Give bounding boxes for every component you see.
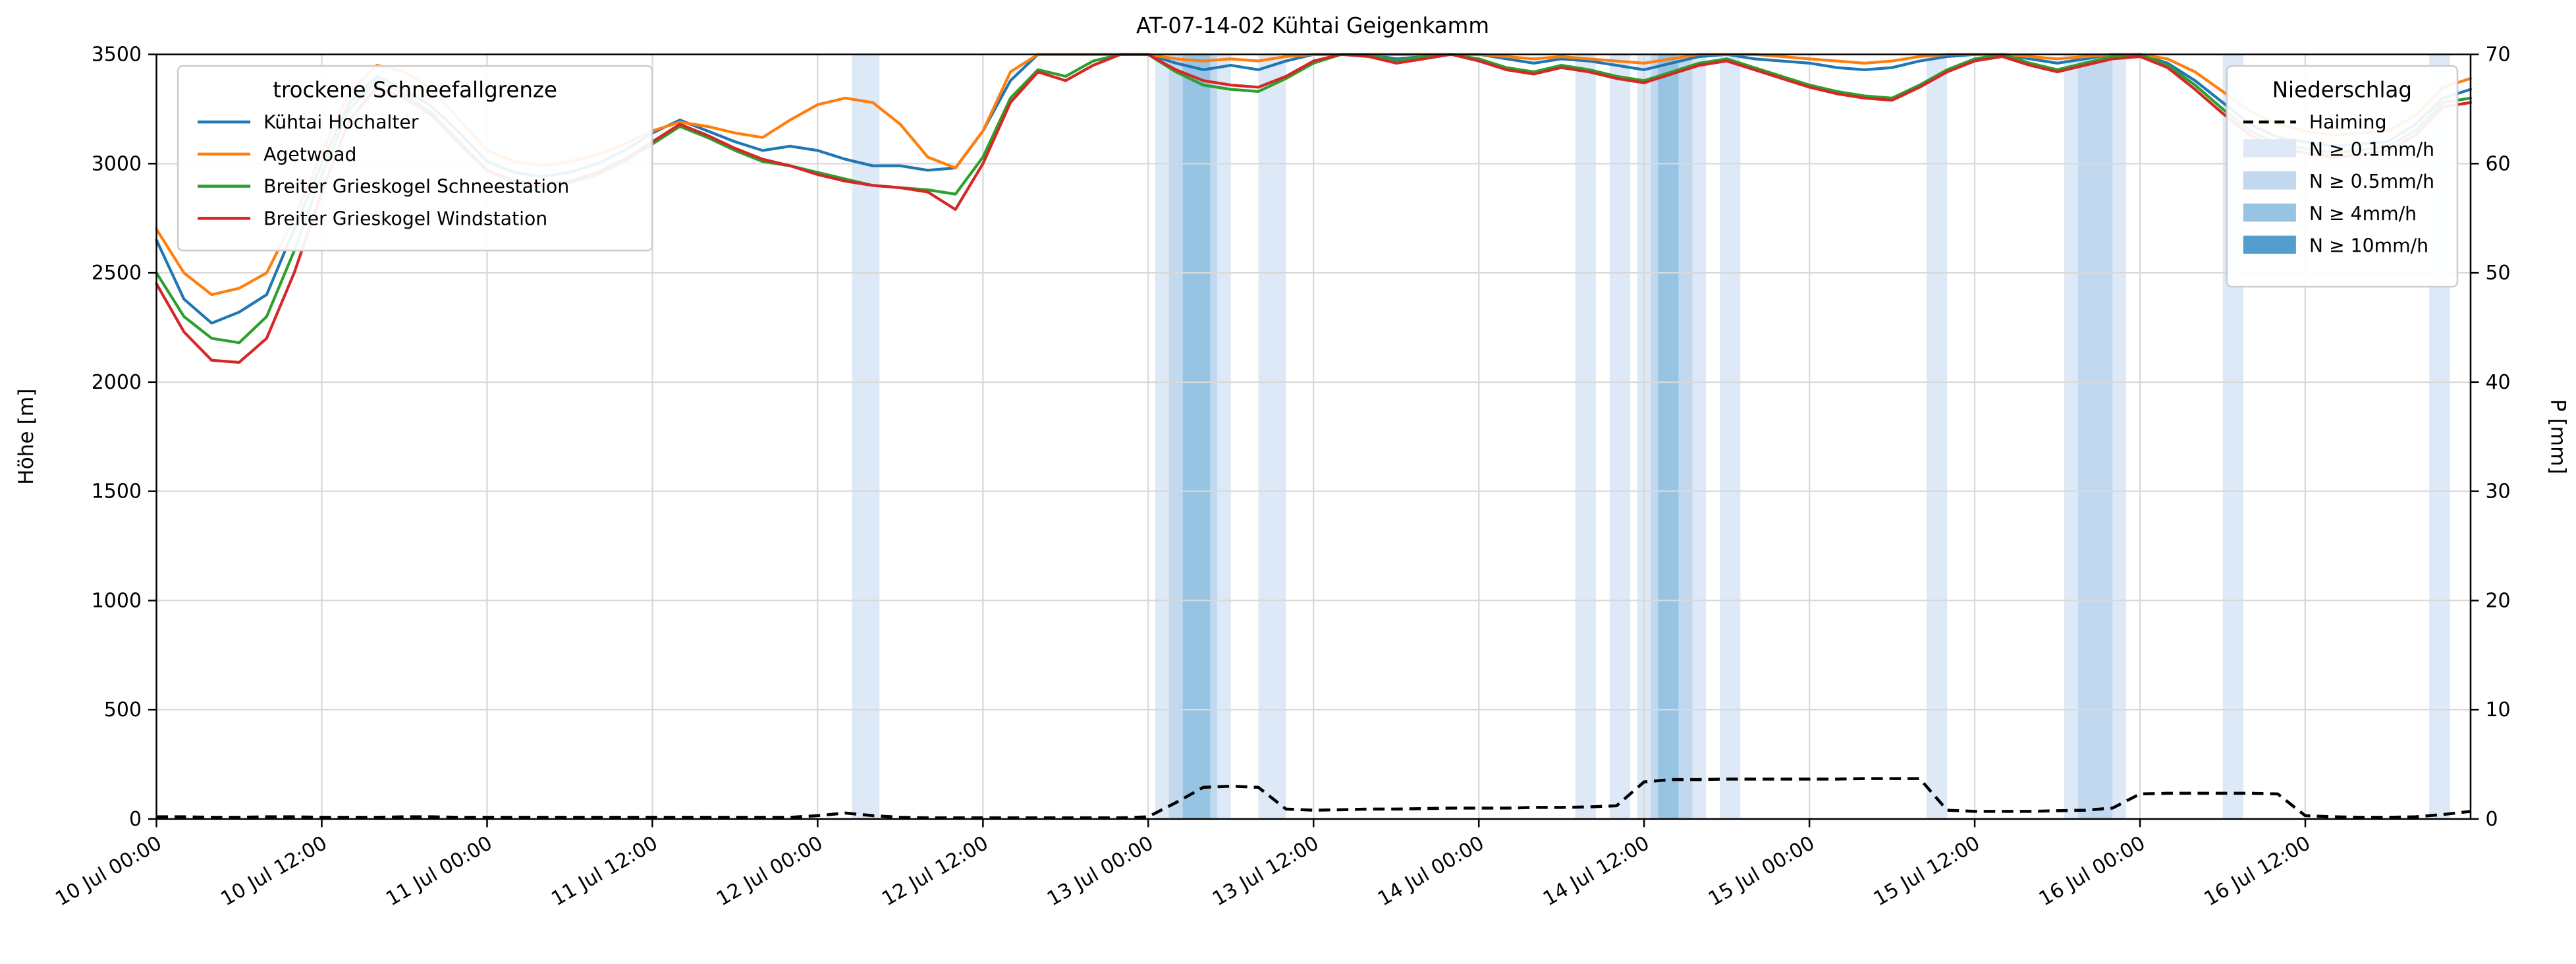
precip-band-0.1 bbox=[1926, 54, 1948, 819]
chart-title: AT-07-14-02 Kühtai Geigenkamm bbox=[1136, 13, 1489, 38]
legend-entry-n-0-5mm-h: N ≥ 0.5mm/h bbox=[2309, 171, 2434, 192]
legend-title: Niederschlag bbox=[2272, 78, 2412, 103]
y-tick-label-left: 3500 bbox=[92, 43, 142, 67]
legend-entry-haiming: Haiming bbox=[2309, 111, 2387, 133]
legend-entry-k-htai-hochalter: Kühtai Hochalter bbox=[263, 111, 419, 133]
legend-band-swatch bbox=[2243, 139, 2296, 157]
precip-line-layer bbox=[156, 777, 2471, 820]
legend-precip: Niederschlag Haiming N ≥ 0.1mm/h N ≥ 0.5mm/… bbox=[2226, 65, 2459, 288]
y-tick-label-left: 2500 bbox=[92, 262, 142, 285]
legend-entry-breiter-grieskogel-windstation: Breiter Grieskogel Windstation bbox=[263, 208, 547, 229]
legend-entry-n-10mm-h: N ≥ 10mm/h bbox=[2309, 235, 2428, 257]
legend-frame bbox=[177, 65, 653, 252]
y-tick-label-left: 0 bbox=[129, 808, 142, 831]
y-axis-label-left: Höhe [m] bbox=[14, 389, 38, 485]
precip-bands-layer bbox=[852, 54, 2450, 819]
y-tick-label-right: 30 bbox=[2485, 480, 2510, 503]
precip-band-0.1 bbox=[1609, 54, 1631, 819]
precip-band-4 bbox=[1658, 54, 1679, 819]
y-tick-label-left: 2000 bbox=[92, 371, 142, 394]
y-tick-label-right: 0 bbox=[2485, 808, 2498, 831]
y-tick-label-left: 500 bbox=[104, 698, 142, 722]
precip-band-0.1 bbox=[1258, 54, 1286, 819]
precip-band-4 bbox=[1182, 54, 1211, 819]
y-tick-label-right: 50 bbox=[2485, 262, 2510, 285]
precip-band-0.5 bbox=[2078, 54, 2113, 819]
y-tick-label-right: 60 bbox=[2485, 152, 2510, 175]
precip-band-0.1 bbox=[1575, 54, 1596, 819]
legend-entry-breiter-grieskogel-schneestation: Breiter Grieskogel Schneestation bbox=[263, 176, 569, 198]
legend-entry-agetwoad: Agetwoad bbox=[263, 144, 356, 165]
series-line-haiming bbox=[156, 777, 2471, 820]
y-axis-label-right: P [mm] bbox=[2546, 399, 2569, 474]
legend-band-swatch bbox=[2243, 203, 2296, 222]
precip-band-0.1 bbox=[1720, 54, 1741, 819]
y-tick-label-left: 1000 bbox=[92, 589, 142, 612]
legend-band-swatch bbox=[2243, 171, 2296, 190]
y-tick-label-right: 20 bbox=[2485, 589, 2510, 612]
legend-entry-n-0-1mm-h: N ≥ 0.1mm/h bbox=[2309, 138, 2434, 160]
y-tick-label-left: 3000 bbox=[92, 152, 142, 175]
y-tick-label-left: 1500 bbox=[92, 480, 142, 503]
y-tick-label-right: 70 bbox=[2485, 43, 2510, 67]
legend-snowline: trockene Schneefallgrenze Kühtai Hochalte… bbox=[177, 65, 653, 252]
y-tick-label-right: 40 bbox=[2485, 371, 2510, 394]
legend-entry-n-4mm-h: N ≥ 4mm/h bbox=[2309, 203, 2417, 225]
legend-title: trockene Schneefallgrenze bbox=[273, 78, 557, 103]
legend-band-swatch bbox=[2243, 235, 2296, 254]
precip-band-0.1 bbox=[852, 54, 880, 819]
y-tick-label-right: 10 bbox=[2485, 698, 2510, 722]
